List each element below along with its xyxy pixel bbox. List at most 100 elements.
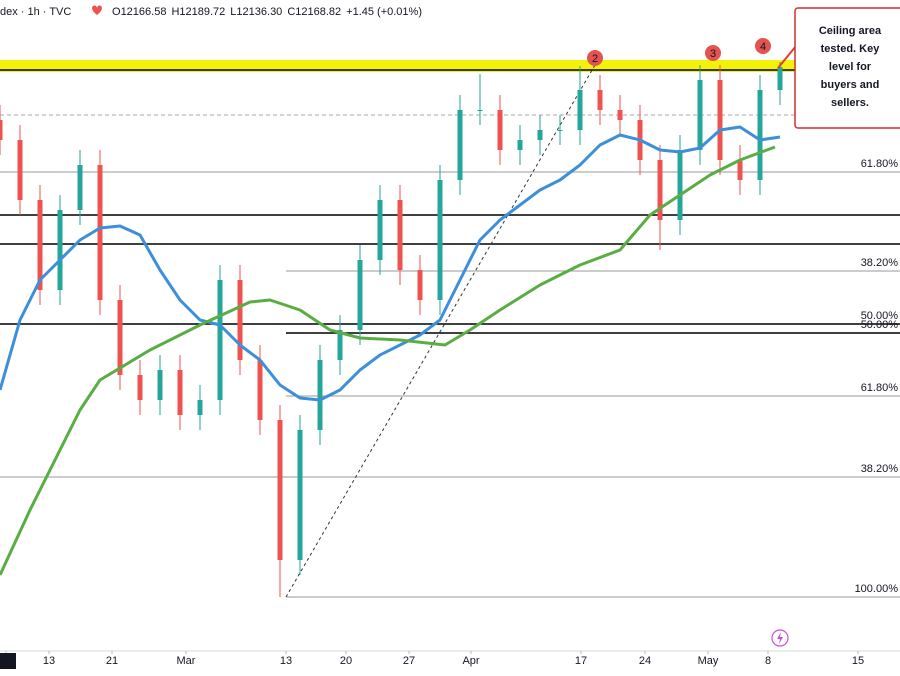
x-tick-label: Mar [177, 655, 196, 667]
ohlc-key: O [112, 6, 121, 18]
candle-body [237, 280, 243, 360]
header: dex · 1h · TVC O 12166.58 H 12189.72 L 12136.… [0, 0, 422, 24]
annotation: Ceiling area tested. Key level for buyers a… [777, 7, 900, 129]
x-tick-label: 13 [280, 655, 292, 667]
x-tick-label: 21 [106, 655, 118, 667]
header-bg [0, 0, 400, 24]
candle-body [437, 180, 443, 300]
candle-body [37, 200, 43, 290]
level-label: 38.20% [861, 463, 899, 475]
moving-average [0, 145, 776, 576]
x-tick-label: 13 [43, 655, 55, 667]
x-tick-label: 24 [639, 655, 651, 667]
level-label: 61.80% [861, 382, 899, 394]
annotation-box [794, 7, 900, 129]
candle-body [757, 90, 763, 180]
candle-body [77, 165, 83, 210]
candle-body [457, 110, 463, 180]
trendline [285, 64, 596, 598]
marker-label: 2 [592, 53, 598, 65]
x-tick-label: 17 [575, 655, 587, 667]
marker-label: 3 [710, 48, 716, 60]
ceiling-band [0, 60, 900, 72]
annotation-line: buyers and [821, 79, 880, 91]
candle-body [577, 90, 583, 130]
x-tick-label: 20 [340, 655, 352, 667]
ohlc-key: C [287, 6, 295, 18]
annotation-line: tested. Key [821, 43, 881, 55]
ohlc-value: 12189.72 [179, 6, 225, 18]
level-label: 100.00% [855, 583, 899, 595]
candle-body [137, 375, 143, 400]
annotation-line: level for [829, 61, 872, 73]
x-tick-label: May [698, 655, 719, 667]
ohlc-value: 12136.30 [236, 6, 282, 18]
ohlc-key: L [230, 6, 236, 18]
replay-icon[interactable] [771, 629, 789, 647]
candle-body [557, 130, 563, 131]
marker [755, 38, 771, 54]
candle-body [177, 370, 183, 415]
x-tick-label: 8 [765, 655, 771, 667]
level-label: 38.20% [861, 257, 899, 269]
marker [587, 50, 603, 66]
candle-body [537, 130, 543, 140]
annotation-arrow [777, 45, 797, 69]
candle-body [737, 160, 743, 180]
candle-body [657, 160, 663, 220]
candle-body [477, 110, 483, 111]
level-label: 50.00% [861, 310, 899, 322]
symbol: dex · 1h · TVC [0, 6, 71, 18]
candle-body [317, 360, 323, 430]
candle-body [717, 80, 723, 160]
favorite-icon[interactable] [92, 5, 102, 16]
annotation-line: sellers. [831, 97, 869, 109]
candle-body [157, 370, 163, 400]
marker-label: 4 [760, 41, 766, 53]
ohlc-key: H [171, 6, 179, 18]
marker [705, 45, 721, 61]
candle-body [257, 360, 263, 420]
x-axis: 30 13 21 Mar 13 20 27 Apr 17 24 May 8 15 [0, 651, 864, 669]
x-tick-highlight [0, 653, 16, 669]
candle-body [0, 120, 3, 140]
candle-body [217, 280, 223, 400]
candle-body [117, 300, 123, 375]
level-label: 50.00% [861, 319, 899, 331]
icon-bolt[interactable] [777, 632, 783, 644]
candle-body [397, 200, 403, 270]
level-label: 61.80% [861, 158, 899, 170]
ohlc: O 12166.58 H 12189.72 L 12136.30 C 12168.82 +1.4… [112, 6, 422, 18]
candle-body [17, 140, 23, 200]
candle-body [357, 260, 363, 330]
candle-body [277, 420, 283, 560]
candle-body [57, 210, 63, 290]
x-tick-label: 27 [403, 655, 415, 667]
candle-body [337, 330, 343, 360]
candle-body [377, 200, 383, 260]
x-tick-label: Apr [462, 655, 479, 667]
candle-body [597, 90, 603, 110]
x-tick-label: 30 [0, 655, 12, 667]
ohlc-value: 12168.82 [295, 6, 341, 18]
plot-area: 61.80% 38.20% 50.00%50.00% 61.80% 38.20% 100.… [0, 38, 900, 598]
candle-body [97, 165, 103, 300]
candle-body [297, 430, 303, 560]
candle-body [697, 80, 703, 150]
candle-body [777, 67, 783, 90]
annotation-text: Ceiling area tested. Key level for buyers a… [819, 25, 882, 109]
candle-body [197, 400, 203, 415]
candle-body [497, 110, 503, 150]
candle-body [677, 150, 683, 220]
moving-average [0, 125, 781, 402]
candle-body [417, 270, 423, 300]
ohlc-value: 12166.58 [121, 6, 167, 18]
candle-body [517, 140, 523, 150]
annotation-line: Ceiling area [819, 25, 882, 37]
x-tick-label: 15 [852, 655, 864, 667]
change: +1.45 (+0.01%) [346, 6, 422, 18]
candle-body [617, 110, 623, 120]
